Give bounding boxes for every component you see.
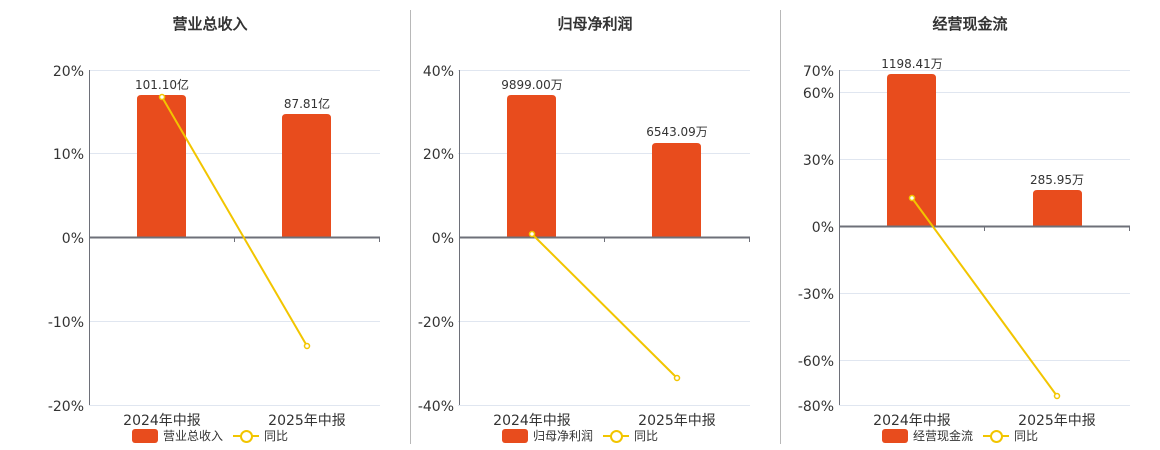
panel-divider [780,10,781,444]
bar[interactable] [652,143,701,237]
y-tick: -60% [798,354,834,370]
yoy-point[interactable] [158,93,166,101]
y-tick: -20% [418,315,454,331]
bar-value-label: 1198.41万 [881,57,943,71]
legend-operating-cashflow: 经营现金流 同比 [882,427,1038,444]
y-tick: 60% [803,86,834,102]
y-tick: -20% [48,399,84,415]
yoy-point[interactable] [303,342,311,350]
bar[interactable] [1033,190,1082,226]
y-tick: 70% [803,64,834,80]
yoy-point[interactable] [1053,392,1061,400]
yoy-line [531,233,678,379]
bar-value-label: 6543.09万 [646,125,708,139]
chart-title: 归母净利润 [557,15,633,33]
bar-value-label: 101.10亿 [135,77,189,92]
bar[interactable] [282,114,331,237]
bar[interactable] [887,74,936,226]
legend-bar-label[interactable]: 归母净利润 [533,429,594,443]
bar[interactable] [137,95,186,237]
bar-value-label: 87.81亿 [284,96,330,111]
x-tick-label: 2025年中报 [1018,413,1096,429]
legend-bar-swatch[interactable] [882,428,908,443]
legend-bar-label[interactable]: 营业总收入 [163,429,224,443]
y-tick: 0% [62,231,84,247]
bar[interactable] [507,95,556,237]
yoy-point[interactable] [908,194,916,202]
y-tick: -80% [798,399,834,415]
x-tick-label: 2024年中报 [493,413,571,429]
y-tick: 20% [53,64,84,80]
grid-lines [458,70,750,406]
legend-line-label[interactable]: 同比 [1014,429,1039,443]
chart-title: 经营现金流 [932,15,1008,33]
x-tick-label: 2025年中报 [638,413,716,429]
chart-title: 营业总收入 [172,15,248,33]
bar-value-label: 285.95万 [1030,173,1084,187]
x-tick-label: 2025年中报 [268,413,346,429]
x-tick-label: 2024年中报 [123,413,201,429]
y-tick: 30% [803,153,834,169]
legend-bar-swatch[interactable] [502,428,528,443]
yoy-point[interactable] [673,374,681,382]
y-axis-labels: 20% 10% 0% -10% -20% [48,64,84,415]
legend-bar-label[interactable]: 经营现金流 [913,429,974,443]
y-tick: -40% [418,399,454,415]
yoy-line [911,197,1058,397]
grid-lines [839,70,1130,406]
y-tick: -10% [48,315,84,331]
y-tick: 40% [423,64,454,80]
panel-divider [410,10,411,444]
x-tick-label: 2024年中报 [873,413,951,429]
y-tick: 0% [812,220,834,236]
yoy-line [161,96,308,347]
legend-line-icon[interactable] [603,429,630,443]
legend-line-icon[interactable] [983,429,1010,443]
legend-revenue: 营业总收入 同比 [132,427,288,444]
legend-line-label[interactable]: 同比 [634,429,659,443]
y-tick: 10% [53,147,84,163]
yoy-point[interactable] [528,230,536,238]
y-tick: -30% [798,287,834,303]
y-tick: 20% [423,147,454,163]
y-tick: 0% [432,231,454,247]
bar-value-label: 9899.00万 [501,78,563,92]
y-axis-labels: 40% 20% 0% -20% -40% [418,64,454,415]
chart-revenue: 20% 10% 0% -10% -20% 101.10亿 87.81亿 2024… [48,64,380,429]
y-axis-labels: 70% 60% 30% 0% -30% -60% -80% [798,64,834,415]
legend-line-icon[interactable] [233,429,260,443]
chart-panel-revenue: 营业总收入 [0,0,400,450]
legend-bar-swatch[interactable] [132,428,158,443]
chart-operating-cashflow: 70% 60% 30% 0% -30% -60% -80% 1198.41万 2… [798,57,1130,429]
legend-net-profit: 归母净利润 同比 [502,427,658,444]
legend-line-label[interactable]: 同比 [264,429,289,443]
chart-net-profit: 40% 20% 0% -20% -40% 9899.00万 6543.09万 2… [418,64,750,429]
